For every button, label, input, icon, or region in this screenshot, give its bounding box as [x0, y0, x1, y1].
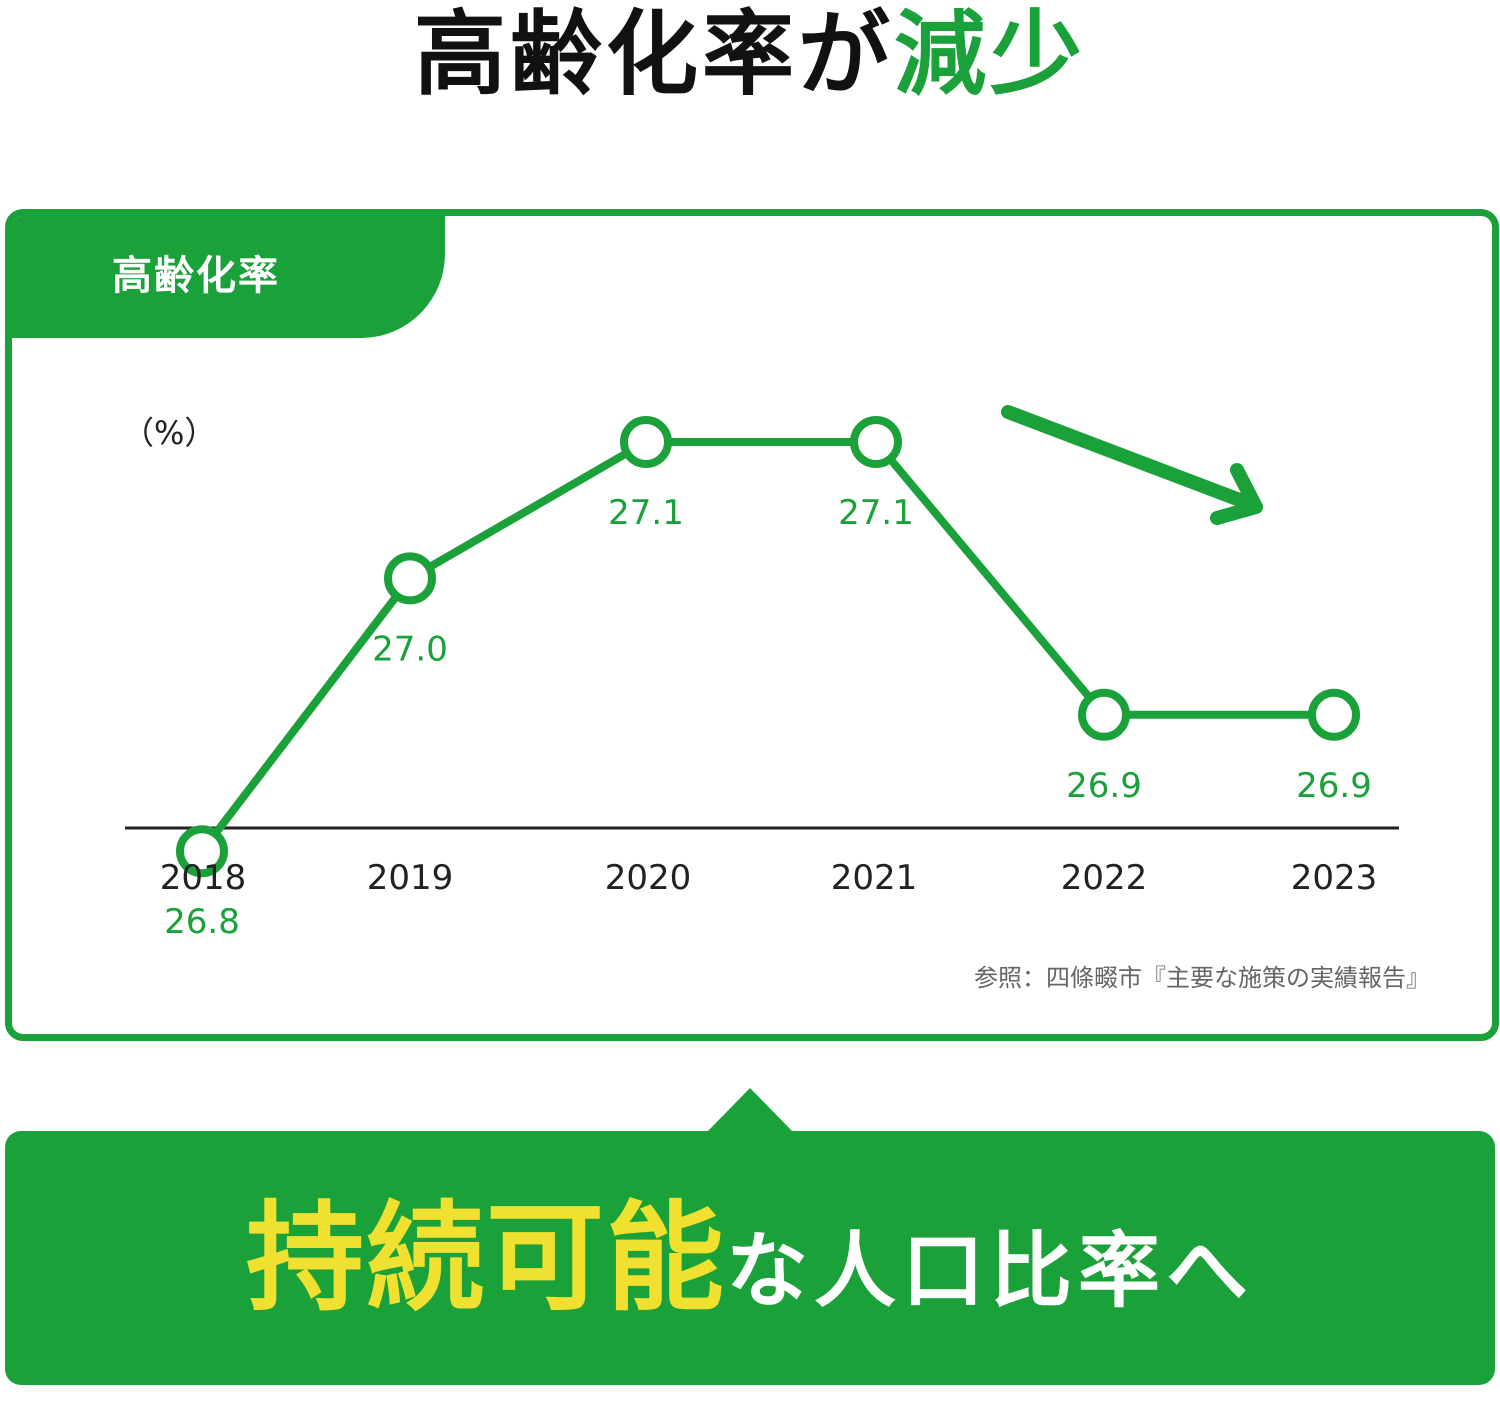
banner-text: 持続可能な人口比率へ — [5, 1131, 1495, 1385]
line-chart: （%） 26.8 27.0 27.1 27.1 26.9 26.9 2018 2019 202… — [122, 405, 1430, 992]
source-note: 参照：四條畷市『主要な施策の実績報告』 — [974, 964, 1430, 992]
banner-emphasis: 持続可能 — [245, 1189, 726, 1327]
page-title-emphasis: 減少 — [894, 1, 1087, 108]
page-title: 高齢化率が減少 — [0, 0, 1500, 110]
value-label-2023: 26.9 — [1296, 766, 1372, 806]
panel-tab-label: 高齢化率 — [112, 253, 280, 299]
trend-down-arrow — [1001, 405, 1263, 525]
conclusion-banner: 持続可能な人口比率へ — [5, 1131, 1495, 1385]
data-point-2023 — [1308, 688, 1360, 741]
x-tick-label-2020: 2020 — [605, 858, 692, 898]
value-label-2022: 26.9 — [1066, 766, 1142, 806]
data-point-2018 — [176, 825, 228, 878]
x-tick-label-2022: 2022 — [1061, 858, 1148, 898]
data-point-2022 — [1078, 688, 1130, 741]
chart-panel: 高齢化率 （%） 26.8 27.0 27.1 27.1 26.9 26.9 2018 20… — [5, 209, 1499, 1041]
x-tick-label-2021: 2021 — [831, 858, 918, 898]
data-point-2020 — [620, 416, 672, 468]
data-point-2021 — [850, 416, 902, 468]
data-point-2019 — [384, 552, 436, 605]
x-tick-label-2018: 2018 — [160, 858, 247, 898]
banner-rest: な人口比率へ — [726, 1224, 1255, 1319]
x-tick-label-2023: 2023 — [1291, 858, 1378, 898]
value-label-2021: 27.1 — [838, 493, 914, 533]
y-axis-unit: （%） — [122, 414, 216, 452]
value-label-2018: 26.8 — [164, 902, 240, 942]
panel-tab: 高齢化率 — [12, 216, 445, 338]
value-label-2020: 27.1 — [608, 493, 684, 533]
x-tick-label-2019: 2019 — [367, 858, 454, 898]
series-line — [198, 438, 1334, 854]
value-label-2019: 27.0 — [372, 629, 448, 669]
page-title-part: 高齢化率が — [413, 1, 894, 108]
pointer-triangle — [707, 1088, 793, 1132]
